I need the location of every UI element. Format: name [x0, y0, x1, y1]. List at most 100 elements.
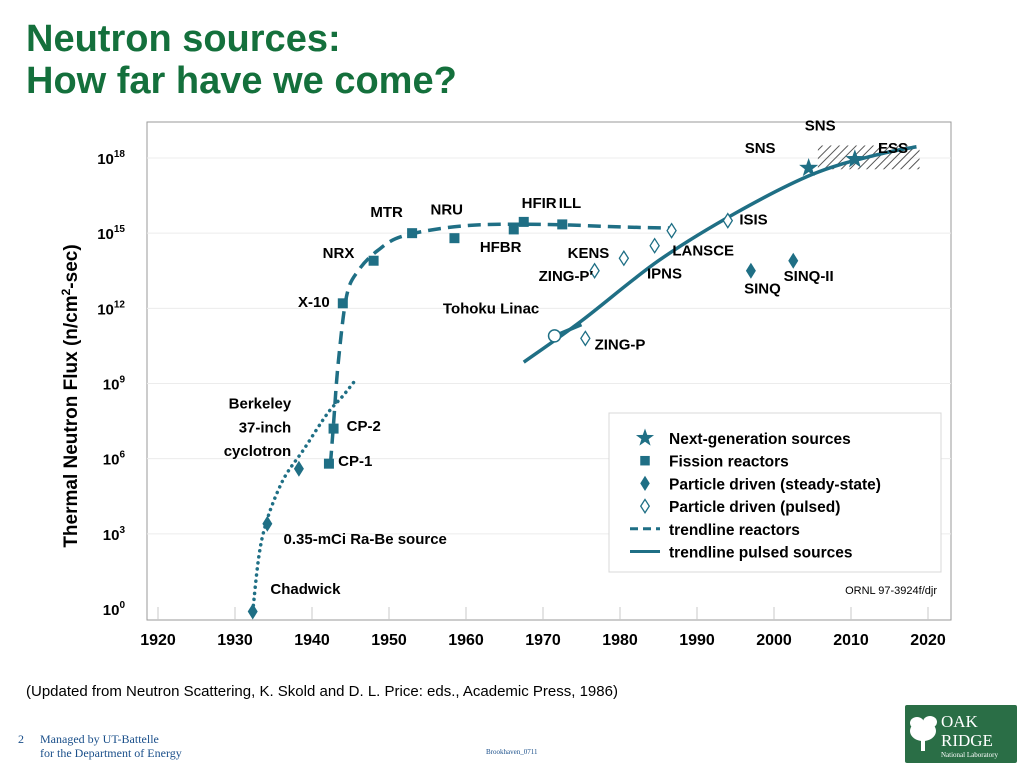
y-tick-exponent: 18: [114, 149, 126, 160]
legend-label: Next-generation sources: [669, 431, 851, 448]
point-label: X-10: [298, 294, 330, 311]
x-tick-label: 1990: [679, 632, 715, 649]
x-axis-ticks: 1920 1930 1940 1950 1960 1970 1980 1990 2000 2010…: [140, 607, 946, 649]
y-tick-exponent: 12: [114, 299, 126, 310]
square-marker: [640, 455, 650, 466]
point-label: CP-2: [347, 418, 381, 435]
square-marker: [323, 458, 334, 469]
legend: Next-generation sources Fission reactors P…: [608, 412, 942, 573]
x-tick-label: 2000: [756, 632, 792, 649]
square-marker: [328, 423, 339, 434]
star-marker: [799, 158, 819, 177]
square-marker: [557, 219, 568, 230]
diamond-marker: [247, 603, 258, 620]
footer: 2 Managed by UT-Battelle for the Departmen…: [18, 732, 182, 760]
y-tick-base: 10: [97, 301, 114, 318]
legend-label: Particle driven (pulsed): [669, 499, 840, 516]
y-tick-label: 100: [103, 600, 126, 619]
diamond-marker: [745, 262, 756, 279]
y-tick-label: 109: [103, 375, 126, 394]
footer-line-2: for the Department of Energy: [40, 746, 182, 760]
y-tick-base: 10: [103, 377, 120, 394]
open-diamond-marker: [589, 262, 600, 279]
square-marker: [368, 255, 379, 266]
data-markers: [247, 149, 865, 620]
y-tick-label: 106: [103, 450, 126, 469]
logo-text-1: OAK: [941, 712, 979, 731]
legend-label: trendline pulsed sources: [669, 545, 852, 562]
y-tick-label: 103: [103, 525, 126, 544]
x-tick-label: 1920: [140, 632, 176, 649]
point-label: ZING-P: [595, 337, 646, 354]
x-tick-label: 1940: [294, 632, 330, 649]
y-tick-exponent: 0: [119, 600, 125, 611]
logo-text-2: RIDGE: [941, 731, 993, 750]
diamond-marker: [293, 460, 304, 477]
point-label: SNS: [745, 140, 776, 157]
y-tick-base: 10: [103, 527, 120, 544]
point-label: NRX: [323, 245, 355, 262]
legend-label: Fission reactors: [669, 454, 789, 471]
point-label: IPNS: [647, 265, 682, 282]
open-diamond-marker: [580, 330, 591, 347]
x-tick-label: 1930: [217, 632, 253, 649]
point-label: HFBR: [480, 239, 522, 256]
logo-text-3: National Laboratory: [941, 751, 998, 759]
point-label: LANSCE: [672, 243, 734, 260]
square-marker: [449, 233, 460, 244]
point-label: SINQ-II: [784, 268, 834, 285]
open-diamond-marker: [722, 212, 734, 229]
title-line-2: How far have we come?: [26, 60, 457, 102]
y-tick-base: 10: [103, 602, 120, 619]
legend-label: trendline reactors: [669, 522, 800, 539]
star-marker: [635, 428, 655, 446]
y-tick-base: 10: [97, 151, 114, 168]
diamond-marker: [640, 475, 650, 491]
slide-number: 2: [18, 732, 24, 746]
oak-ridge-logo: OAK RIDGE National Laboratory: [905, 705, 1017, 763]
diamond-marker: [788, 252, 799, 269]
trendline-solid: [522, 145, 917, 364]
y-tick-exponent: 15: [114, 224, 126, 235]
open-diamond-marker: [649, 237, 660, 254]
point-label: cyclotron: [224, 443, 292, 460]
trendline-dotted: [250, 376, 359, 614]
title-line-1: Neutron sources:: [26, 18, 341, 60]
trendline-dashed: [328, 222, 674, 464]
star-marker: [845, 149, 865, 168]
point-label: MTR: [370, 204, 403, 221]
footer-center: Brookhaven_0711: [486, 748, 538, 756]
point-label: ISIS: [739, 211, 767, 228]
y-tick-base: 10: [103, 452, 120, 469]
point-label: ZING-P′: [539, 268, 594, 285]
diamond-marker: [262, 515, 273, 532]
point-label: NRU: [431, 201, 464, 218]
open-diamond-marker: [639, 498, 651, 514]
point-label: CP-1: [338, 453, 372, 470]
trendlines: [250, 145, 917, 614]
point-label: 0.35-mCi Ra-Be source: [284, 531, 447, 548]
point-label: SINQ: [744, 280, 781, 297]
point-label: Chadwick: [270, 581, 341, 598]
point-label: HFIR: [522, 195, 557, 212]
x-tick-label: 2010: [833, 632, 869, 649]
x-tick-label: 1950: [371, 632, 407, 649]
y-tick-label: 1018: [97, 149, 125, 168]
credit-label: ORNL 97-3924f/djr: [845, 585, 937, 597]
open-diamond-marker: [618, 250, 630, 267]
legend-label: Particle driven (steady-state): [669, 476, 881, 493]
x-tick-label: 1970: [525, 632, 561, 649]
square-marker: [518, 216, 529, 227]
slide-title: Neutron sources: How far have we come?: [26, 18, 457, 102]
open-circle-marker: [547, 329, 562, 343]
point-label: ESS: [878, 140, 908, 157]
x-tick-label: 1960: [448, 632, 484, 649]
square-marker: [337, 298, 348, 309]
y-tick-label: 1012: [97, 299, 125, 318]
legend-box: [608, 412, 942, 573]
caption: (Updated from Neutron Scattering, K. Sko…: [26, 683, 618, 700]
point-label: Berkeley: [229, 396, 292, 413]
